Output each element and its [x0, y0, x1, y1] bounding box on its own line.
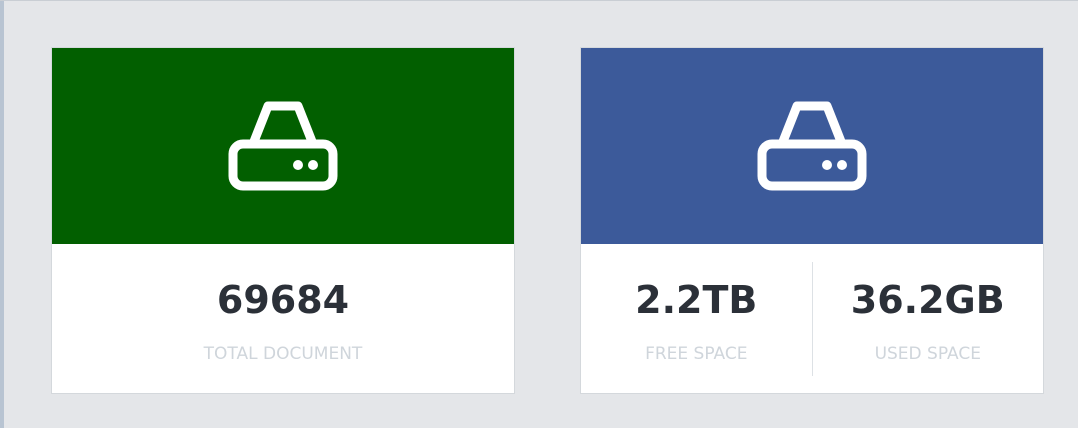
stat-value: 36.2GB [850, 278, 1005, 322]
drive-icon [757, 101, 867, 191]
stat-value: 2.2TB [635, 278, 758, 322]
drive-icon [228, 101, 338, 191]
stat: 69684 TOTAL DOCUMENT [52, 262, 514, 376]
stat-label: TOTAL DOCUMENT [203, 344, 363, 364]
top-edge [0, 0, 1078, 1]
stat-label: FREE SPACE [645, 344, 748, 364]
card-header [52, 48, 514, 244]
card-body: 69684 TOTAL DOCUMENT [52, 244, 514, 394]
sidebar-edge [0, 0, 4, 428]
card: 2.2TB FREE SPACE 36.2GB USED SPACE [580, 47, 1044, 394]
stat-value: 69684 [216, 278, 350, 322]
stat: 36.2GB USED SPACE [811, 262, 1044, 376]
card-body: 2.2TB FREE SPACE 36.2GB USED SPACE [581, 244, 1043, 394]
card-header [581, 48, 1043, 244]
stat-label: USED SPACE [874, 344, 981, 364]
card: 69684 TOTAL DOCUMENT [51, 47, 515, 394]
stat: 2.2TB FREE SPACE [581, 262, 812, 376]
